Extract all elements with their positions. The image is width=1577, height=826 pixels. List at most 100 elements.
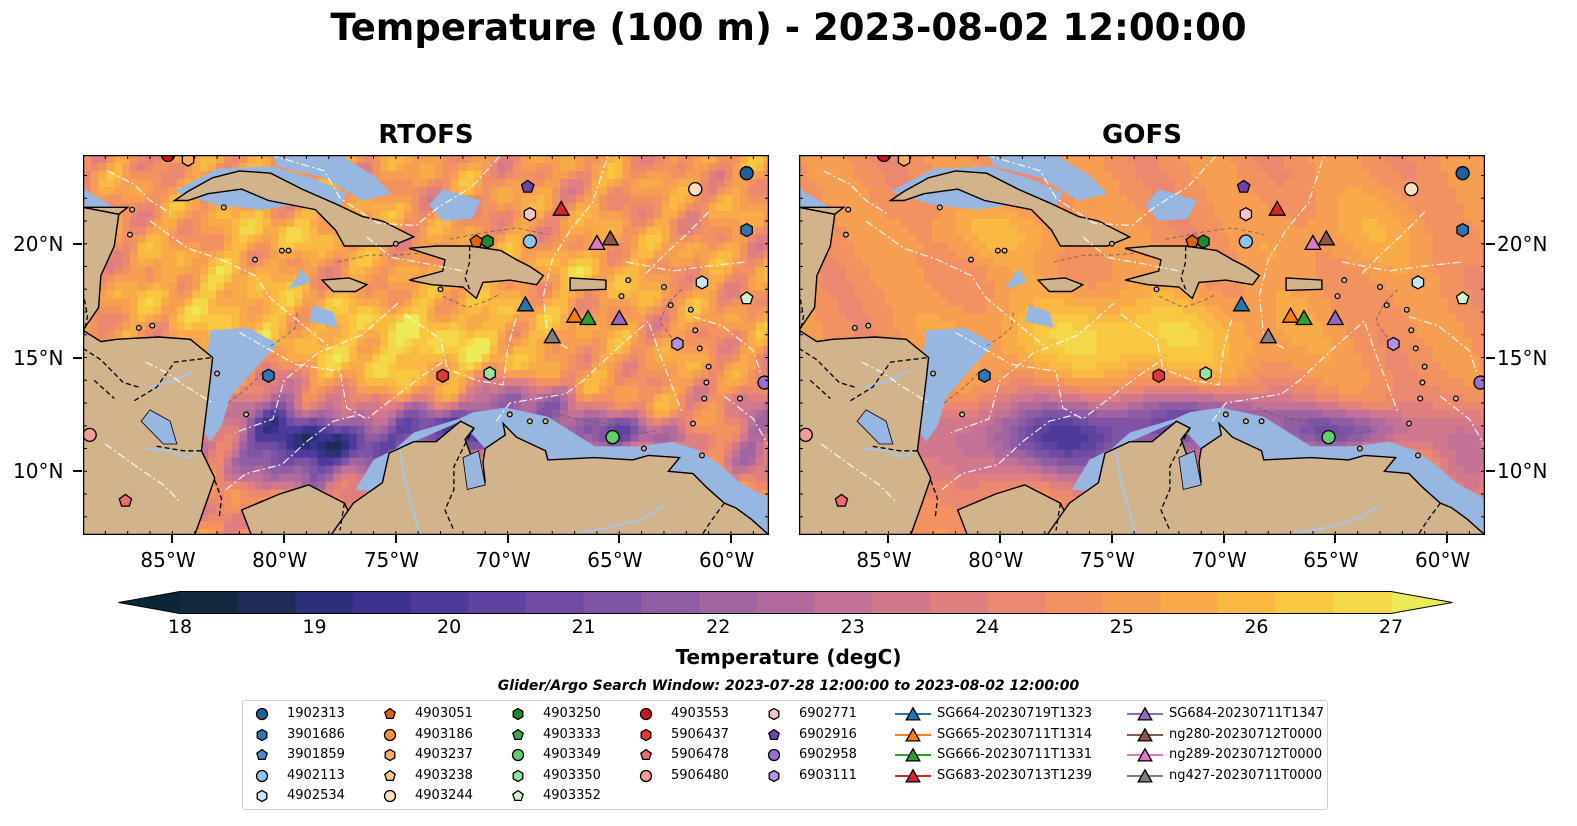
colorbar-label: Temperature (degC) [675, 645, 902, 669]
colorbar-tick-label: 27 [1378, 616, 1404, 638]
legend-label: SG664-20230719T1323 [937, 706, 1093, 721]
legend-label: 4903349 [543, 747, 601, 762]
glider-marker [1326, 309, 1345, 326]
legend-label: 6902958 [799, 747, 857, 762]
colorbar-tick-label: 22 [706, 616, 731, 638]
colorbar-tick-label: 19 [302, 616, 327, 638]
triangle-marker-icon [1137, 726, 1153, 742]
colorbar-bin [237, 591, 296, 614]
legend-label: 4903333 [543, 726, 601, 742]
legend-label: 4903244 [415, 788, 473, 803]
colorbar-ticks: 18 19 20 21 22 23 24 25 26 27 [0, 616, 1577, 646]
latitude-tick-label: 15°N [1497, 345, 1548, 370]
legend-label: 6902916 [799, 726, 857, 742]
legend-label: SG666-20230711T1331 [937, 747, 1093, 762]
argo-float-marker [897, 155, 911, 167]
legend-label: 4903238 [415, 767, 473, 783]
colorbar-tick-label: 21 [571, 616, 596, 638]
argo-float-marker [262, 368, 275, 383]
pentagon-marker-icon [384, 707, 396, 720]
circle-marker-icon [511, 748, 525, 762]
eez-boundaries [820, 155, 1485, 504]
colorbar-bin [1275, 591, 1334, 614]
pentagon-marker-icon [768, 728, 780, 740]
colorbar-bin [641, 591, 700, 614]
longitude-tick-label: 60°W [699, 548, 755, 572]
longitude-tick [730, 535, 732, 543]
glider-marker [516, 295, 535, 312]
argo-float-marker [799, 427, 813, 443]
glider-positions [1232, 200, 1345, 344]
longitude-tick-label: 85°W [140, 548, 196, 572]
hexagon-marker-icon [256, 789, 268, 803]
map-frame [799, 155, 1485, 535]
legend-label: 1902313 [287, 706, 345, 721]
triangle-marker-icon [905, 747, 921, 762]
legend-label: 4903250 [543, 706, 601, 721]
longitude-tick [887, 535, 890, 543]
longitude-tick-label: 65°W [587, 548, 643, 572]
argo-float-marker [1455, 166, 1470, 181]
longitude-tick [171, 535, 174, 543]
glider-marker [1259, 327, 1278, 344]
longitude-tick [283, 535, 286, 543]
colorbar [118, 591, 1453, 614]
hexagon-marker-icon [512, 769, 524, 782]
colorbar-bin [1045, 591, 1104, 614]
argo-float-marker [1185, 234, 1200, 248]
pentagon-marker-icon [384, 769, 396, 781]
legend-label: ng289-20230712T0000 [1169, 747, 1323, 762]
argo-float-marker [695, 275, 709, 290]
argo-float-marker [757, 375, 769, 390]
hexagon-marker-icon [768, 769, 780, 782]
legend-label: SG683-20230713T1239 [937, 767, 1093, 783]
colorbar-bin [929, 591, 988, 614]
argo-float-marker [1197, 234, 1210, 249]
colorbar-bin [872, 591, 931, 614]
glider-marker [552, 200, 571, 216]
circle-marker-icon [383, 789, 397, 803]
colorbar-bin [1333, 591, 1392, 614]
argo-float-marker [483, 366, 496, 381]
legend-label: 4903553 [671, 706, 729, 721]
argo-float-marker [834, 493, 849, 507]
longitude-tick [1222, 535, 1225, 543]
argo-float-marker [1473, 375, 1485, 390]
latitude-tick-label: 10°N [13, 459, 64, 484]
latitude-tick-label: 15°N [13, 345, 64, 370]
argo-float-marker [1456, 222, 1469, 238]
argo-float-marker [481, 234, 494, 249]
argo-float-marker [520, 179, 535, 193]
hexagon-marker-icon [256, 728, 268, 741]
longitude-tick-label: 75°W [1079, 548, 1136, 572]
colorbar-bin [410, 591, 469, 614]
argo-float-marker [469, 234, 484, 248]
legend-label: 6902771 [799, 706, 857, 721]
circle-marker-icon [255, 707, 269, 721]
rtofs-map [83, 155, 769, 535]
glider-marker [587, 234, 606, 251]
colorbar-bin [468, 591, 527, 614]
gofs-map [799, 155, 1485, 535]
argo-floats [83, 155, 769, 507]
pentagon-marker-icon [512, 728, 524, 740]
hexagon-marker-icon [384, 748, 396, 762]
glider-marker [543, 327, 562, 344]
colorbar-bin [756, 591, 815, 614]
longitude-tick [618, 535, 621, 543]
colorbar-tick-label: 26 [1244, 616, 1269, 638]
national-borders [799, 246, 1441, 535]
argo-float-marker [436, 368, 450, 383]
argo-float-marker [83, 427, 97, 443]
colorbar-bin [1218, 591, 1277, 614]
hexagon-marker-icon [768, 707, 780, 721]
longitude-tick-label: 80°W [968, 548, 1024, 572]
legend-label: 4903352 [543, 788, 601, 803]
national-borders [83, 246, 725, 535]
latitude-tick [1486, 242, 1495, 245]
longitude-tick-label: 70°W [1191, 548, 1247, 572]
colorbar-tick-label: 18 [167, 616, 193, 638]
latitude-tick [73, 470, 82, 473]
rivers [145, 370, 665, 535]
latitude-tick-label: 10°N [1497, 459, 1548, 484]
